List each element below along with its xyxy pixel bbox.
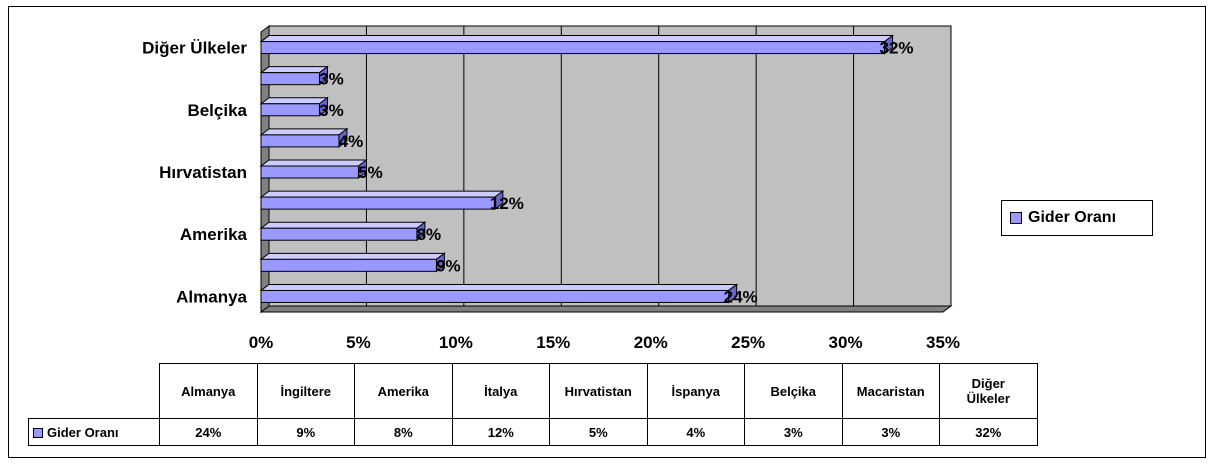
category-label: Diğer Ülkeler [142,39,247,58]
table-header-row: Almanya İngiltere Amerika İtalya Hırvatistan… [28,363,1038,419]
table-header-cell: Diğer Ülkeler [939,363,1038,419]
table-value-cell: 3% [744,418,843,446]
data-label: 3% [319,70,344,89]
data-label: 3% [319,101,344,120]
table-value-cell: 5% [549,418,648,446]
category-label: Almanya [176,287,247,306]
table-series-cell: Gider Oranı [28,418,160,446]
data-label: 8% [417,225,442,244]
table-value-cell: 12% [451,418,550,446]
bar [259,190,505,211]
table-header-cell: Hırvatistan [549,363,648,419]
table-value-cell: 8% [354,418,453,446]
legend-label: Gider Oranı [1028,209,1117,226]
bar [259,283,739,304]
x-tick-label: 15% [536,333,570,352]
table-header-cell: İngiltere [256,363,355,419]
bar [259,252,446,273]
data-label: 12% [490,194,524,213]
legend: Gider Oranı [1001,200,1153,236]
x-tick-label: 10% [439,333,473,352]
bars: 24% 9% 8% 12% 5% 4% 3% 3% 32% [259,34,914,306]
table-header-cell: Macaristan [841,363,940,419]
data-label: 5% [358,163,383,182]
data-table: Almanya İngiltere Amerika İtalya Hırvatistan… [28,363,1038,446]
table-series-name: Gider Oranı [47,424,119,440]
x-axis-ticks: 0% 5% 10% 15% 20% 25% 30% 35% [249,333,960,352]
table-value-cell: 3% [841,418,940,446]
category-label: Hırvatistan [159,163,247,182]
category-labels: Almanya Amerika Hırvatistan Belçika Diğer Ül… [142,39,247,307]
plot-bottom [259,305,953,313]
table-row: Gider Oranı 24% 9% 8% 12% 5% 4% 3% 3% 32% [28,418,1038,446]
data-label: 4% [339,132,364,151]
data-label: 24% [724,287,758,306]
table-header-cell: Belçika [744,363,843,419]
table-value-cell: 32% [939,418,1038,446]
x-tick-label: 5% [346,333,371,352]
data-label: 32% [880,39,914,58]
table-value-cell: 24% [159,418,258,446]
bar [259,34,895,55]
legend-swatch [1010,212,1022,224]
table-series-swatch [33,428,43,439]
table-header-cell: İspanya [646,363,745,419]
x-tick-label: 30% [829,333,863,352]
x-tick-label: 20% [634,333,668,352]
bar [259,65,329,86]
table-header-cell: Almanya [159,363,258,419]
table-header-cell: Amerika [354,363,453,419]
x-tick-label: 0% [249,333,274,352]
x-tick-label: 35% [926,333,960,352]
bar [259,96,329,117]
category-label: Amerika [180,225,248,244]
table-value-cell: 4% [646,418,745,446]
data-label: 9% [436,256,461,275]
table-value-cell: 9% [256,418,355,446]
category-label: Belçika [187,101,247,120]
bar [259,127,349,148]
bar [259,159,368,179]
table-header-cell: İtalya [451,363,550,419]
chart-frame [8,6,1206,458]
x-tick-label: 25% [731,333,765,352]
bar [259,221,427,242]
table-corner [28,363,160,419]
